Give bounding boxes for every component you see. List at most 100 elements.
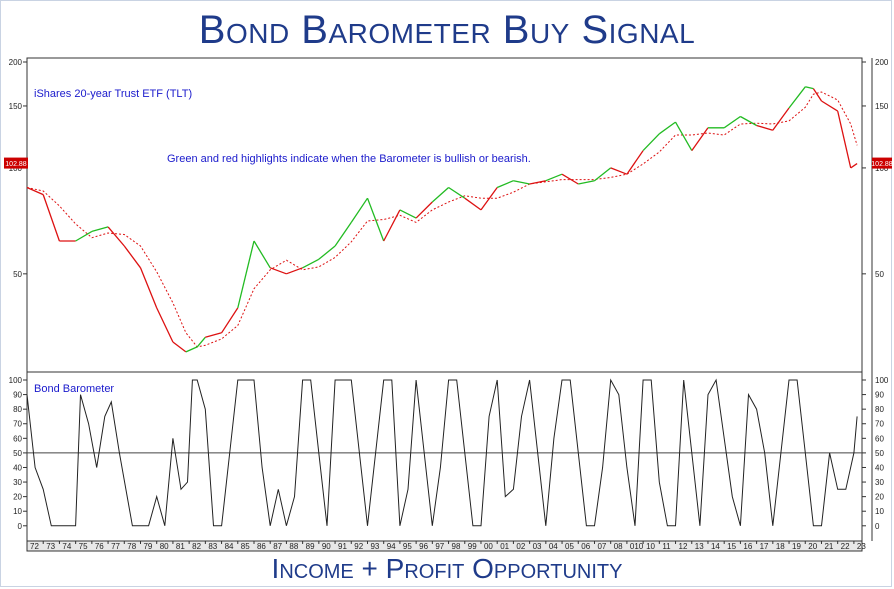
x-tick-label: 98: [452, 542, 461, 551]
baro-tick-label-right: 10: [875, 507, 884, 516]
baro-tick-label-right: 100: [875, 376, 889, 385]
price-segment: [850, 163, 858, 169]
price-segment: [805, 86, 814, 90]
x-tick-label: 22: [841, 542, 850, 551]
x-tick-label: 17: [760, 542, 769, 551]
price-segment: [812, 88, 823, 102]
baro-tick-label-left: 90: [13, 391, 22, 400]
baro-tick-label-right: 0: [875, 522, 880, 531]
price-segment: [156, 307, 174, 343]
price-segment: [383, 209, 401, 242]
price-segment: [496, 180, 514, 189]
price-segment: [691, 127, 709, 151]
price-segment: [837, 110, 852, 169]
x-tick-label: 010: [630, 542, 644, 551]
baro-tick-label-left: 100: [9, 376, 23, 385]
price-segment: [480, 187, 498, 211]
price-segment: [431, 187, 450, 203]
price-segment: [334, 222, 352, 247]
x-tick-label: 95: [403, 542, 412, 551]
price-segment: [723, 115, 741, 129]
price-segment: [366, 197, 385, 242]
x-tick-label: 10: [646, 542, 655, 551]
price-segment: [756, 124, 773, 131]
price-segment: [286, 267, 303, 275]
price-segment: [42, 194, 61, 242]
last-value-tag-right: [872, 157, 892, 169]
price-segment: [172, 341, 187, 353]
x-tick-label: 88: [289, 542, 298, 551]
price-segment: [107, 226, 125, 247]
x-tick-label: 00: [484, 542, 493, 551]
x-tick-label: 07: [597, 542, 606, 551]
last-value-tag-right-text: 102.88: [871, 161, 893, 168]
x-tick-label: 06: [581, 542, 590, 551]
y-tick-label-left: 50: [13, 270, 22, 279]
barometer-line: [26, 378, 858, 527]
price-segment: [318, 245, 336, 260]
price-segment: [658, 121, 676, 135]
price-segment: [221, 307, 239, 334]
baro-tick-label-right: 90: [875, 391, 884, 400]
baro-tick-label-right: 80: [875, 405, 884, 414]
price-segment: [594, 167, 612, 182]
x-tick-label: 84: [225, 542, 234, 551]
y-tick-label-right: 50: [875, 270, 884, 279]
baro-tick-label-left: 80: [13, 405, 22, 414]
chart-annotation: Green and red highlights indicate when t…: [167, 153, 531, 165]
baro-tick-label-right: 30: [875, 478, 884, 487]
x-tick-label: 01: [500, 542, 509, 551]
price-segment: [399, 209, 417, 219]
baro-tick-label-right: 60: [875, 434, 884, 443]
baro-tick-label-right: 20: [875, 493, 884, 502]
x-tick-label: 08: [614, 542, 623, 551]
x-tick-label: 83: [208, 542, 217, 551]
slide-title: Bond Barometer Buy Signal: [198, 8, 696, 52]
x-tick-label: 73: [46, 542, 55, 551]
x-tick-label: 20: [808, 542, 817, 551]
price-segment: [772, 107, 790, 131]
price-segment: [610, 167, 628, 175]
x-tick-label: 78: [127, 542, 136, 551]
plot-area: [26, 57, 863, 542]
baro-tick-label-right: 50: [875, 449, 884, 458]
price-segment: [415, 201, 433, 219]
price-segment: [269, 267, 287, 275]
x-tick-label: 99: [468, 542, 477, 551]
x-tick-label: 86: [257, 542, 266, 551]
slide-footer: Income + Profit Opportunity: [271, 553, 623, 584]
x-axis-strip: [26, 540, 863, 552]
x-tick-label: 16: [743, 542, 752, 551]
x-tick-label: 02: [516, 542, 525, 551]
price-segment: [253, 240, 271, 269]
price-segment: [205, 332, 222, 338]
x-tick-label: 11: [662, 542, 671, 551]
x-tick-label: 03: [533, 542, 542, 551]
last-value-tag-left-text: 102.88: [5, 161, 27, 168]
x-tick-label: 12: [679, 542, 688, 551]
x-tick-label: 97: [435, 542, 444, 551]
y-tick-label-right: 150: [875, 102, 889, 111]
price-segment: [642, 133, 660, 152]
price-segment: [578, 180, 595, 185]
x-tick-label: 91: [338, 542, 347, 551]
price-segment: [513, 180, 530, 185]
series-label-tlt: iShares 20-year Trust ETF (TLT): [34, 88, 192, 100]
baro-tick-label-right: 70: [875, 420, 884, 429]
x-tick-label: 72: [30, 542, 39, 551]
x-tick-label: 75: [79, 542, 88, 551]
series-label-barometer: Bond Barometer: [34, 383, 114, 395]
price-segment: [139, 267, 158, 309]
x-tick-label: 90: [322, 542, 331, 551]
baro-tick-label-left: 20: [13, 493, 22, 502]
baro-tick-label-right: 40: [875, 463, 884, 472]
price-segment: [788, 86, 806, 109]
x-tick-label: 79: [143, 542, 152, 551]
x-tick-label: 19: [792, 542, 801, 551]
x-tick-label: 76: [95, 542, 104, 551]
price-segment: [821, 100, 839, 112]
y-tick-label-right: 200: [875, 58, 889, 67]
x-tick-label: 92: [354, 542, 363, 551]
price-segment: [545, 173, 563, 182]
